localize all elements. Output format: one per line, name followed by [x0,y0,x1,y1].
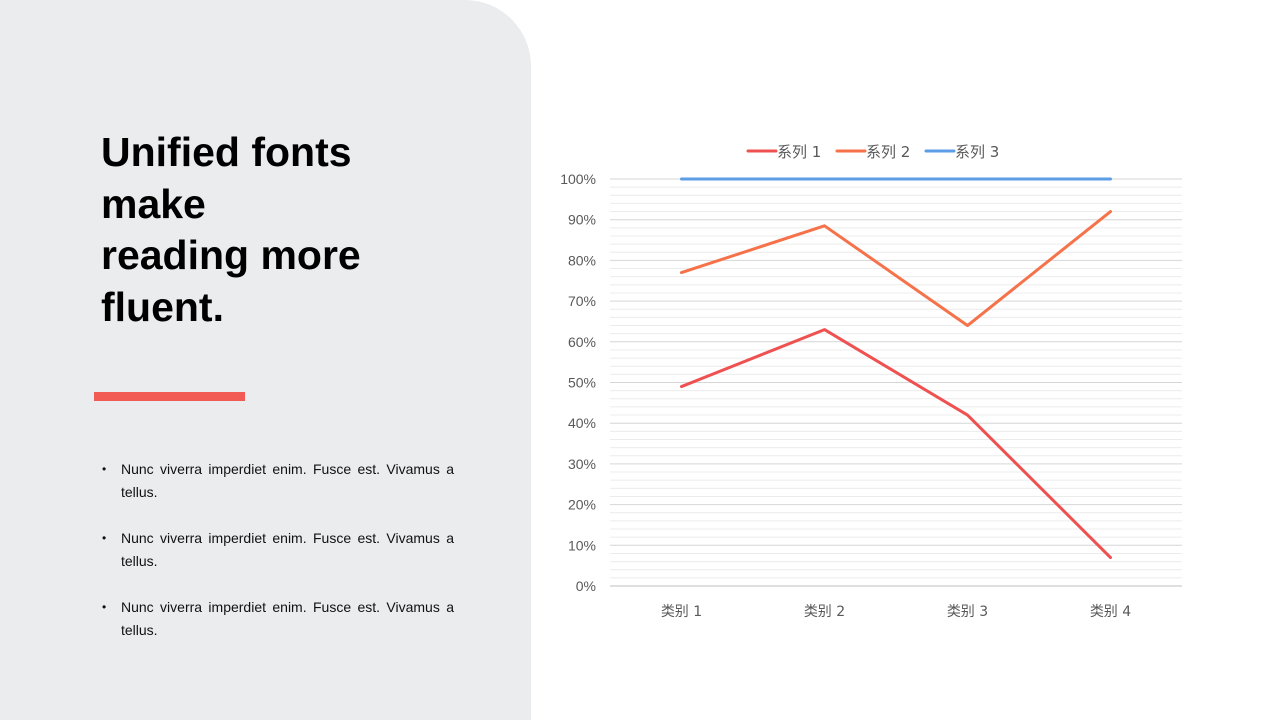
y-tick-label: 10% [568,537,596,553]
bullet-item: Nunc viverra imperdiet enim. Fusce est. … [102,458,454,504]
headline: Unified fonts make reading more fluent. [101,129,361,330]
y-tick-label: 20% [568,497,596,513]
accent-bar [94,392,245,401]
y-tick-label: 30% [568,456,596,472]
bullet-item: Nunc viverra imperdiet enim. Fusce est. … [102,596,454,642]
y-tick-label: 70% [568,293,596,309]
x-tick-label: 类别 2 [804,604,845,620]
y-tick-label: 100% [560,171,596,187]
legend-label: 系列 1 [777,143,821,161]
chart-legend: 系列 1 系列 2 系列 3 [746,143,999,161]
bullet-item: Nunc viverra imperdiet enim. Fusce est. … [102,527,454,573]
series-lines [680,177,1112,560]
y-axis-ticks: 0% 10% 20% 30% 40% 50% 60% 70% 80% 90% 100% [560,171,596,594]
major-gridlines [610,178,1182,587]
x-tick-label: 类别 3 [947,604,988,620]
legend-label: 系列 3 [955,143,999,161]
x-axis-ticks: 类别 1 类别 2 类别 3 类别 4 [661,604,1131,620]
x-tick-label: 类别 1 [661,604,702,620]
y-tick-label: 50% [568,375,596,391]
legend-label: 系列 2 [866,143,910,161]
series-line-2 [680,210,1112,328]
y-tick-label: 40% [568,415,596,431]
y-tick-label: 80% [568,252,596,268]
y-tick-label: 60% [568,334,596,350]
y-tick-label: 0% [576,578,596,594]
y-tick-label: 90% [568,212,596,228]
line-chart: 0% 10% 20% 30% 40% 50% 60% 70% 80% 90% 100% 类别 1 类别… [540,130,1220,640]
chart-svg: 0%10%20%30%40%50%60%70%80%90%100% 类别 1 类别… [560,143,1182,620]
bullet-list: Nunc viverra imperdiet enim. Fusce est. … [102,458,454,665]
left-panel: Unified fonts make reading more fluent. … [0,0,531,720]
x-tick-label: 类别 4 [1090,604,1131,620]
minor-gridlines [610,186,1182,579]
series-line-1 [680,328,1112,560]
